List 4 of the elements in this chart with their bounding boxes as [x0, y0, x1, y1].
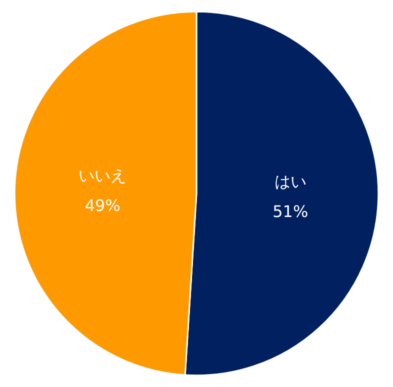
slice-label: いいえ — [78, 166, 127, 186]
data-label: 49% — [84, 196, 120, 216]
slice-label: はい — [274, 172, 306, 191]
data-label: 51% — [272, 202, 308, 221]
